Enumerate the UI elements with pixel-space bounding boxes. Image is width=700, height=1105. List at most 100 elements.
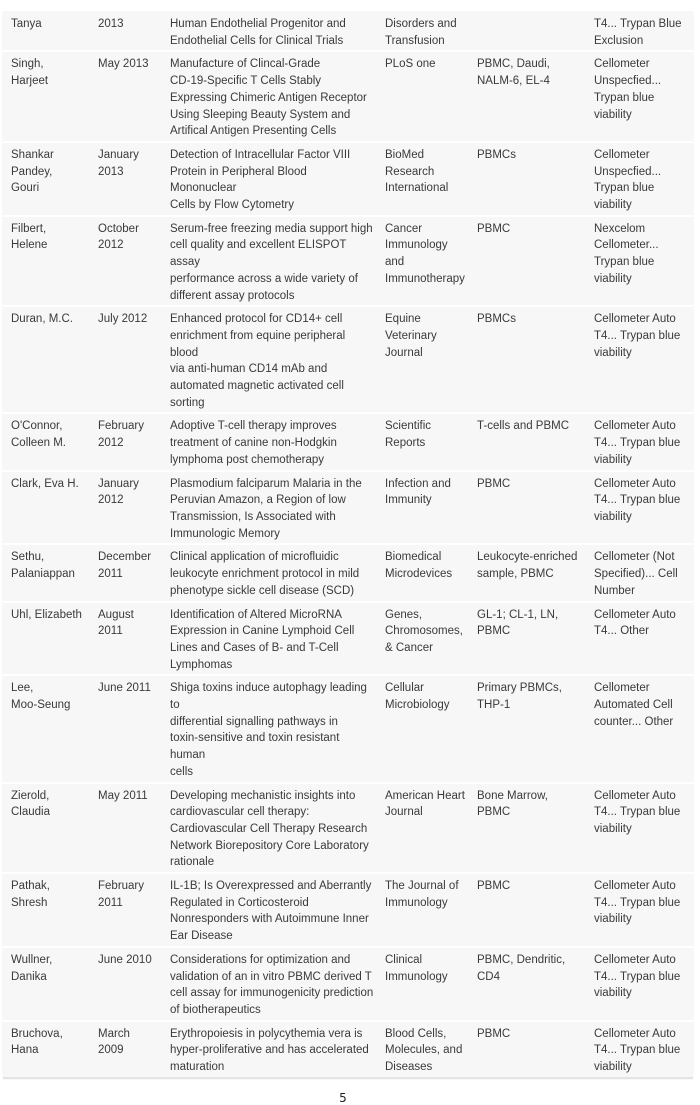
cell-method: Nexcelom Cellometer... Trypan blue viabi…: [586, 216, 693, 308]
cell-method: Cellometer Unspecfied... Trypan blue via…: [586, 52, 693, 143]
table-row: Pathak, Shresh February 2011 IL-1B; Is Ove…: [3, 874, 693, 948]
cell-author: Bruchova, Hana: [3, 1021, 90, 1079]
cell-date: June 2011: [90, 676, 162, 784]
cell-author: Tanya: [3, 12, 90, 53]
cell-method: Cellometer Auto T4... Other: [586, 602, 693, 677]
cell-cells: PBMC: [469, 1021, 586, 1079]
table-row: Uhl, Elizabeth August 2011 Identification …: [3, 602, 693, 677]
cell-journal: Scientific Reports: [377, 414, 469, 472]
cell-title: Erythropoiesis in polycythemia vera is h…: [162, 1021, 377, 1079]
cell-cells: PBMC: [469, 216, 586, 308]
cell-date: February 2012: [90, 414, 162, 472]
cell-journal: Blood Cells, Molecules, and Diseases: [377, 1021, 469, 1079]
table-row: Bruchova, Hana March 2009 Erythropoiesis i…: [3, 1021, 693, 1079]
cell-title: Manufacture of Clincal-Grade CD-19-Speci…: [162, 52, 377, 143]
cell-title: Developing mechanistic insights into car…: [162, 783, 377, 875]
cell-title: Detection of Intracellular Factor VIII P…: [162, 142, 377, 217]
cell-journal: Clinical Immunology: [377, 947, 469, 1022]
cell-date: June 2010: [90, 947, 162, 1022]
cell-date: January 2012: [90, 471, 162, 546]
cell-author: Singh, Harjeet: [3, 52, 90, 143]
cell-method: Cellometer Auto T4... Trypan blue viabil…: [586, 783, 693, 875]
table-row: Duran, M.C. July 2012 Enhanced protocol fo…: [3, 307, 693, 415]
cell-date: August 2011: [90, 602, 162, 677]
table-row: Wullner, Danika June 2010 Considerations f…: [3, 947, 693, 1022]
cell-method: Cellometer Auto T4... Trypan blue viabil…: [586, 1021, 693, 1079]
cell-author: Filbert, Helene: [3, 216, 90, 308]
cell-cells: PBMC: [469, 874, 586, 948]
cell-author: Uhl, Elizabeth: [3, 602, 90, 677]
cell-method: Cellometer Automated Cell counter... Oth…: [586, 676, 693, 784]
cell-method: Cellometer Auto T4... Trypan blue viabil…: [586, 947, 693, 1022]
cell-cells: T-cells and PBMC: [469, 414, 586, 472]
cell-title: Shiga toxins induce autophagy leading to…: [162, 676, 377, 784]
cell-cells: Bone Marrow, PBMC: [469, 783, 586, 875]
cell-author: Clark, Eva H.: [3, 471, 90, 546]
cell-method: Cellometer Auto T4... Trypan blue viabil…: [586, 874, 693, 948]
cell-cells: GL-1; CL-1, LN, PBMC: [469, 602, 586, 677]
cell-cells: PBMC: [469, 471, 586, 546]
cell-journal: Cellular Microbiology: [377, 676, 469, 784]
cell-journal: Genes, Chromosomes, & Cancer: [377, 602, 469, 677]
cell-cells: PBMC, Dendritic, CD4: [469, 947, 586, 1022]
table-row: Shankar Pandey, Gouri January 2013 Detecti…: [3, 142, 693, 217]
cell-date: March 2009: [90, 1021, 162, 1079]
cell-author: Sethu, Palaniappan: [3, 545, 90, 603]
cell-journal: PLoS one: [377, 52, 469, 143]
cell-journal: Equine Veterinary Journal: [377, 307, 469, 415]
cell-author: O'Connor, Colleen M.: [3, 414, 90, 472]
table-row: Filbert, Helene October 2012 Serum-free fr…: [3, 216, 693, 308]
table-row: Zierold, Claudia May 2011 Developing mecha…: [3, 783, 693, 875]
cell-method: Cellometer Auto T4... Trypan blue viabil…: [586, 414, 693, 472]
table-row: Lee, Moo-Seung June 2011 Shiga toxins indu…: [3, 676, 693, 784]
cell-cells: [469, 12, 586, 53]
cell-title: Plasmodium falciparum Malaria in the Per…: [162, 471, 377, 546]
cell-journal: The Journal of Immunology: [377, 874, 469, 948]
cell-journal: Infection and Immunity: [377, 471, 469, 546]
cell-date: January 2013: [90, 142, 162, 217]
cell-method: Cellometer Unspecfied... Trypan blue via…: [586, 142, 693, 217]
cell-cells: Leukocyte-enriched sample, PBMC: [469, 545, 586, 603]
cell-title: Clinical application of microfluidic leu…: [162, 545, 377, 603]
cell-date: 2013: [90, 12, 162, 53]
cell-date: May 2013: [90, 52, 162, 143]
cell-title: Considerations for optimization and vali…: [162, 947, 377, 1022]
page-number: 5: [339, 1091, 347, 1105]
cell-title: IL-1B; Is Overexpressed and Aberrantly R…: [162, 874, 377, 948]
cell-author: Lee, Moo-Seung: [3, 676, 90, 784]
table-row: O'Connor, Colleen M. February 2012 Adoptiv…: [3, 414, 693, 472]
cell-cells: PBMCs: [469, 142, 586, 217]
cell-author: Shankar Pandey, Gouri: [3, 142, 90, 217]
cell-method: Cellometer Auto T4... Trypan blue viabil…: [586, 471, 693, 546]
cell-author: Pathak, Shresh: [3, 874, 90, 948]
publications-table: Tanya 2013 Human Endothelial Progenitor an…: [3, 12, 693, 1079]
cell-cells: Primary PBMCs, THP-1: [469, 676, 586, 784]
cell-date: October 2012: [90, 216, 162, 308]
cell-journal: American Heart Journal: [377, 783, 469, 875]
cell-method: Cellometer Auto T4... Trypan blue viabil…: [586, 307, 693, 415]
table-row: Clark, Eva H. January 2012 Plasmodium falc…: [3, 471, 693, 546]
cell-title: Identification of Altered MicroRNA Expre…: [162, 602, 377, 677]
table-row: Tanya 2013 Human Endothelial Progenitor an…: [3, 12, 693, 53]
cell-author: Zierold, Claudia: [3, 783, 90, 875]
cell-journal: Cancer Immunology and Immunotherapy: [377, 216, 469, 308]
table-row: Singh, Harjeet May 2013 Manufacture of Cli…: [3, 52, 693, 143]
cell-title: Serum-free freezing media support high c…: [162, 216, 377, 308]
cell-cells: PBMCs: [469, 307, 586, 415]
cell-date: December 2011: [90, 545, 162, 603]
cell-author: Duran, M.C.: [3, 307, 90, 415]
cell-journal: BioMed Research International: [377, 142, 469, 217]
cell-cells: PBMC, Daudi, NALM-6, EL-4: [469, 52, 586, 143]
cell-date: February 2011: [90, 874, 162, 948]
cell-method: T4... Trypan Blue Exclusion: [586, 12, 693, 53]
cell-date: July 2012: [90, 307, 162, 415]
cell-title: Human Endothelial Progenitor and Endothe…: [162, 12, 377, 53]
cell-date: May 2011: [90, 783, 162, 875]
cell-title: Enhanced protocol for CD14+ cell enrichm…: [162, 307, 377, 415]
cell-title: Adoptive T-cell therapy improves treatme…: [162, 414, 377, 472]
cell-method: Cellometer (Not Specified)... Cell Numbe…: [586, 545, 693, 603]
cell-journal: Disorders and Transfusion: [377, 12, 469, 53]
table-row: Sethu, Palaniappan December 2011 Clinical …: [3, 545, 693, 603]
cell-author: Wullner, Danika: [3, 947, 90, 1022]
cell-journal: Biomedical Microdevices: [377, 545, 469, 603]
